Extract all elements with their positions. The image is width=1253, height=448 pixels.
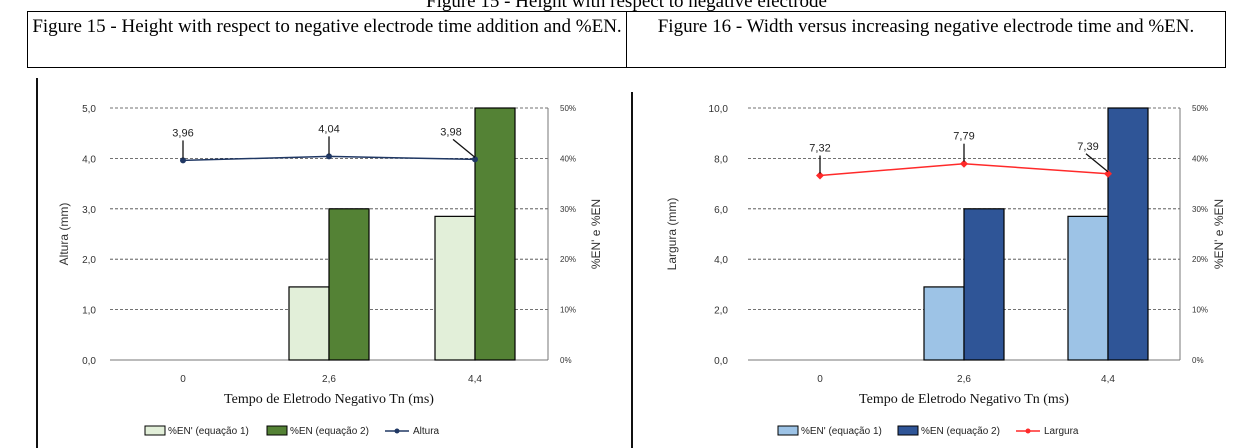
chart1-y-tick-label: 4,0: [82, 154, 96, 165]
caption-right: Figure 16 - Width versus increasing nega…: [626, 12, 1225, 67]
chart2-x-tick-label: 4,4: [1101, 374, 1115, 385]
chart1-data-label: 4,04: [318, 123, 339, 135]
chart2-line-point: [960, 159, 968, 168]
chart1-legend-label: %EN (equação 2): [290, 426, 369, 437]
chart2-legend-swatch: [777, 425, 799, 436]
chart1-legend-label: Altura: [413, 426, 440, 437]
chart1-legend-swatch: [266, 425, 288, 436]
chart2-x-axis-title: Tempo de Eletrodo Negativo Tn (ms): [859, 392, 1069, 407]
chart2-bar: [963, 208, 1005, 361]
chart1-y-tick-label: 0,0: [82, 356, 96, 367]
chart1-y2-tick-label: 30%: [560, 205, 576, 214]
chart1-legend-swatch: [144, 425, 166, 436]
chart1-y-tick-label: 1,0: [82, 306, 96, 317]
chart2-y2-tick-label: 30%: [1192, 205, 1208, 214]
chart1-line-point: [326, 153, 332, 160]
chart1-y2-tick-label: 50%: [560, 104, 576, 113]
chart2-line-point: [1104, 169, 1112, 178]
chart2-y-tick-label: 6,0: [714, 205, 728, 216]
chart1-y-tick-label: 3,0: [82, 205, 96, 216]
chart2-y-tick-label: 4,0: [714, 255, 728, 266]
chart1-data-label: 3,98: [440, 126, 461, 138]
chart1-y2-axis-title: %EN' e %EN: [589, 199, 603, 269]
panel-divider-left: [36, 78, 38, 448]
chart2-y-tick-label: 8,0: [714, 154, 728, 165]
chart1-y2-tick-label: 0%: [560, 356, 572, 365]
chart1-bar: [288, 286, 330, 361]
chart1-legend-label: %EN' (equação 1): [168, 426, 249, 437]
chart2-legend-label: %EN (equação 2): [921, 426, 1000, 437]
chart2-x-tick-label: 2,6: [957, 374, 971, 385]
chart2-bar: [923, 286, 965, 361]
chart1-line-point: [180, 157, 186, 164]
chart1-line-point: [472, 156, 478, 163]
chart1-y2-tick-label: 10%: [560, 306, 576, 315]
chart1-y2-tick-label: 40%: [560, 154, 576, 163]
chart1-x-tick-label: 4,4: [468, 374, 482, 385]
chart2-y-tick-label: 2,0: [714, 306, 728, 317]
chart2-y2-tick-label: 0%: [1192, 356, 1204, 365]
chart2-y2-axis-title: %EN' e %EN: [1212, 199, 1226, 269]
chart2-line-point: [816, 171, 824, 180]
top-caption: Figure 15 - Height with respect to negat…: [426, 0, 827, 12]
chart2-bar: [1067, 215, 1109, 361]
chart2-legend-swatch: [897, 425, 919, 436]
chart1-legend-marker: [394, 428, 400, 434]
chart2-x-tick-label: 0: [817, 374, 823, 385]
chart1-x-tick-label: 0: [180, 374, 186, 385]
caption-table: Figure 15 - Height with respect to negat…: [27, 11, 1226, 68]
chart1-y-axis-title: Altura (mm): [57, 203, 71, 266]
chart2-data-label: 7,79: [953, 131, 974, 143]
chart1-bar: [328, 208, 370, 361]
chart2-data-label: 7,32: [809, 143, 830, 155]
chart1-data-callout: [452, 138, 476, 158]
chart2-legend-label: %EN' (equação 1): [801, 426, 882, 437]
chart2-y2-tick-label: 40%: [1192, 154, 1208, 163]
chart2-y2-tick-label: 10%: [1192, 306, 1208, 315]
chart2-y-axis-title: Largura (mm): [665, 198, 679, 271]
chart2-legend-label: Largura: [1044, 426, 1079, 437]
chart1-y2-tick-label: 20%: [560, 255, 576, 264]
chart2-y2-tick-label: 50%: [1192, 104, 1208, 113]
chart2-data-callout: [1085, 153, 1109, 173]
chart1-y-tick-label: 2,0: [82, 255, 96, 266]
chart1-data-label: 3,96: [172, 127, 193, 139]
chart2-legend-marker: [1025, 428, 1031, 434]
panel-divider-middle: [631, 92, 633, 448]
chart1-x-tick-label: 2,6: [322, 374, 336, 385]
chart1-y-tick-label: 5,0: [82, 104, 96, 115]
caption-left: Figure 15 - Height with respect to negat…: [32, 16, 622, 37]
chart1-bar: [474, 107, 516, 361]
chart2-y2-tick-label: 20%: [1192, 255, 1208, 264]
chart2-y-tick-label: 10,0: [709, 104, 729, 115]
chart1-x-axis-title: Tempo de Eletrodo Negativo Tn (ms): [224, 392, 434, 407]
chart2-y-tick-label: 0,0: [714, 356, 728, 367]
chart1-bar: [434, 215, 476, 361]
chart2-bar: [1107, 107, 1149, 361]
chart2-data-label: 7,39: [1077, 141, 1098, 153]
